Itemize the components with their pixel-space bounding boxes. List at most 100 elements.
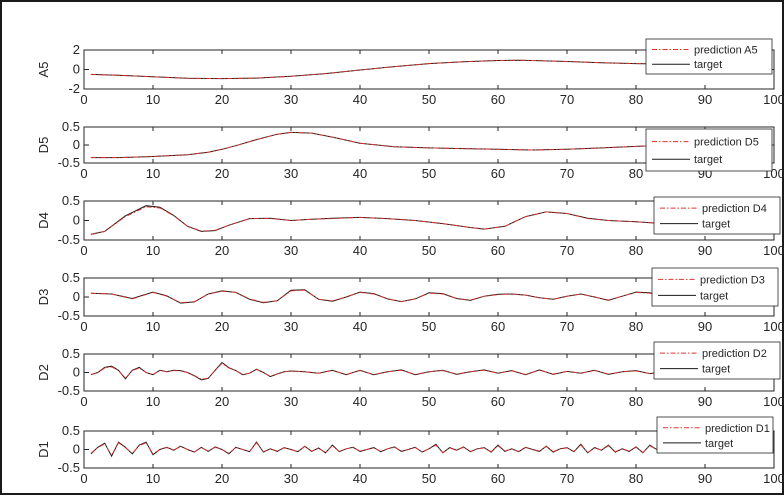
- x-tick-label: 30: [284, 243, 298, 258]
- y-tick-label: 0: [73, 365, 80, 380]
- prediction-line: [90, 206, 705, 235]
- legend-box: [656, 416, 774, 454]
- legend: prediction D3 target: [651, 267, 779, 307]
- x-tick-label: 40: [353, 243, 367, 258]
- prediction-line: [90, 362, 706, 380]
- x-tick-label: 40: [353, 471, 367, 486]
- legend: prediction D5 target: [645, 128, 773, 172]
- y-axis-label: D2: [36, 364, 51, 381]
- x-tick-label: 60: [491, 394, 505, 409]
- x-tick-label: 60: [491, 319, 505, 334]
- subplot-d3: 0 10 20 30 40 50 60 70 80 90 100-0.500.5D3predicti…: [36, 267, 784, 334]
- x-tick-label: 70: [560, 394, 574, 409]
- x-tick-label: 60: [491, 92, 505, 107]
- x-tick-label: 80: [629, 243, 643, 258]
- x-tick-label: 40: [353, 319, 367, 334]
- legend: prediction D4 target: [653, 196, 781, 235]
- x-tick-label: 100: [763, 394, 784, 409]
- x-tick-label: 100: [763, 243, 784, 258]
- x-tick-label: 10: [146, 243, 160, 258]
- x-tick-label: 20: [215, 394, 229, 409]
- y-tick-label: -0.5: [58, 460, 80, 475]
- x-tick-label: 70: [560, 243, 574, 258]
- x-tick-label: 30: [284, 394, 298, 409]
- y-tick-label: -0.5: [58, 308, 80, 323]
- x-tick-label: 20: [215, 243, 229, 258]
- x-tick-label: 40: [353, 92, 367, 107]
- legend-box: [645, 128, 773, 172]
- legend-entry: prediction A5: [694, 45, 758, 57]
- legend-entry: prediction D2: [702, 348, 767, 360]
- x-tick-label: 0: [80, 92, 87, 107]
- legend: prediction D2 target: [653, 341, 781, 380]
- x-tick-label: 80: [629, 394, 643, 409]
- x-tick-label: 20: [215, 471, 229, 486]
- x-tick-label: 30: [284, 166, 298, 181]
- x-tick-label: 60: [491, 166, 505, 181]
- legend: prediction A5 target: [645, 38, 773, 75]
- x-tick-label: 50: [422, 394, 436, 409]
- legend-entry: target: [702, 364, 730, 376]
- subplot-d4: 0 10 20 30 40 50 60 70 80 90 100-0.500.5D4predicti…: [36, 193, 784, 258]
- y-axis-label: D3: [36, 289, 51, 306]
- legend-entry: prediction D1: [705, 423, 770, 435]
- prediction-line: [90, 289, 706, 304]
- x-tick-label: 10: [146, 471, 160, 486]
- x-tick-label: 100: [763, 92, 784, 107]
- y-tick-label: 0: [73, 442, 80, 457]
- x-tick-label: 70: [560, 92, 574, 107]
- legend-entry: target: [700, 290, 728, 302]
- y-tick-label: 0.5: [62, 423, 80, 438]
- legend-entry: prediction D5: [694, 137, 759, 149]
- prediction-line: [90, 442, 706, 456]
- y-tick-label: 0.5: [62, 346, 80, 361]
- legend-entry: prediction D4: [702, 203, 767, 215]
- x-tick-label: 70: [560, 166, 574, 181]
- y-tick-label: -0.5: [58, 155, 80, 170]
- legend-box: [651, 267, 779, 307]
- y-tick-label: -0.5: [58, 383, 80, 398]
- legend-entry: prediction D3: [700, 274, 765, 286]
- y-tick-label: 0: [73, 289, 80, 304]
- x-tick-label: 90: [698, 471, 712, 486]
- x-tick-label: 90: [698, 394, 712, 409]
- x-tick-label: 30: [284, 471, 298, 486]
- y-tick-label: 0: [73, 213, 80, 228]
- x-tick-label: 0: [80, 243, 87, 258]
- x-tick-label: 0: [80, 471, 87, 486]
- y-axis-label: D1: [36, 441, 51, 458]
- x-tick-label: 0: [80, 166, 87, 181]
- legend-box: [653, 196, 781, 235]
- x-tick-label: 40: [353, 394, 367, 409]
- x-tick-label: 80: [629, 319, 643, 334]
- x-tick-label: 30: [284, 92, 298, 107]
- x-tick-label: 50: [422, 471, 436, 486]
- subplot-d5: 0 10 20 30 40 50 60 70 80 90 100-0.500.5D5 predicti…: [36, 119, 784, 181]
- legend: prediction D1 target: [656, 416, 774, 454]
- x-tick-label: 10: [146, 166, 160, 181]
- subplot-d1: 0 10 20 30 40 50 60 70 80 90 100-0.500.5D1predicti…: [36, 416, 784, 486]
- y-tick-label: 0.5: [62, 270, 80, 285]
- x-tick-label: 90: [698, 92, 712, 107]
- x-tick-label: 80: [629, 166, 643, 181]
- prediction-line: [90, 131, 706, 159]
- x-tick-label: 20: [215, 92, 229, 107]
- x-tick-label: 50: [422, 92, 436, 107]
- legend-entry: target: [702, 219, 730, 231]
- x-tick-label: 10: [146, 92, 160, 107]
- x-tick-label: 70: [560, 319, 574, 334]
- x-tick-label: 60: [491, 243, 505, 258]
- subplot-d2: 0 10 20 30 40 50 60 70 80 90 100-0.500.5D2predicti…: [36, 341, 784, 409]
- y-axis-label: A5: [36, 62, 51, 78]
- x-tick-label: 0: [80, 394, 87, 409]
- x-tick-label: 10: [146, 394, 160, 409]
- x-tick-label: 50: [422, 166, 436, 181]
- x-tick-label: 0: [80, 319, 87, 334]
- y-axis-label: D5: [36, 137, 51, 154]
- legend-entry: target: [705, 438, 733, 450]
- y-tick-label: 2: [73, 42, 80, 57]
- y-tick-label: 0: [73, 137, 80, 152]
